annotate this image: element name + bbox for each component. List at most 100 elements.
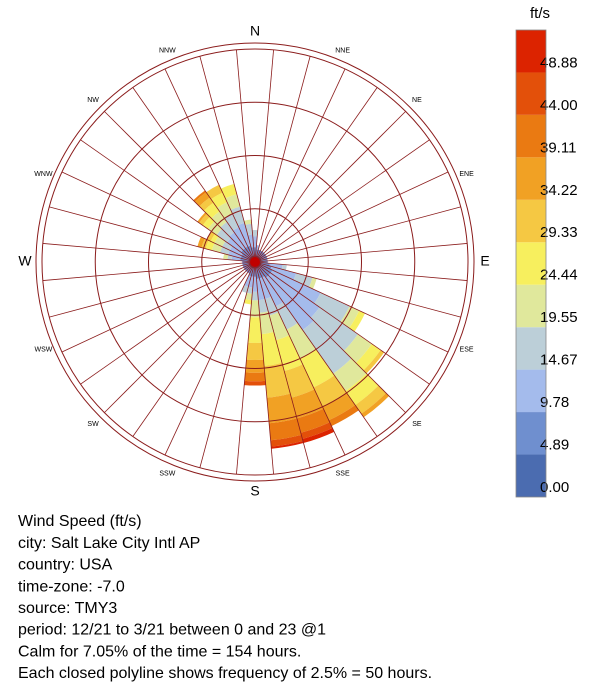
petal-segment [260, 254, 267, 260]
petal-segment [247, 234, 254, 248]
petal-segment [199, 197, 214, 211]
petal-segment [256, 278, 265, 301]
direction-label: SSW [159, 470, 175, 477]
petal-segment [245, 359, 265, 373]
note-line: Wind Speed (ft/s) [18, 513, 142, 530]
direction-label: NE [412, 97, 422, 104]
petal-segment [242, 263, 250, 268]
petal-segment [245, 223, 253, 236]
colorbar-bin [516, 412, 546, 455]
direction-label: SW [87, 421, 99, 428]
colorbar-tick-label: 29.33 [540, 224, 578, 241]
direction-label: WSW [34, 346, 52, 353]
direction-label: NNW [159, 47, 176, 54]
colorbar-bin [516, 72, 546, 115]
petal-segment [284, 364, 315, 398]
note-line: time-zone: -7.0 [18, 578, 125, 595]
petal-segment [313, 375, 347, 407]
petal-segment [275, 302, 298, 330]
wind-rose: N NNE NE ENE E ESE SE SSE S SSW SW WSW W WNW NW NNW [18, 23, 489, 499]
petal-segment [247, 245, 254, 257]
note-line: Each closed polyline shows frequency of … [18, 665, 432, 682]
petal-segment [260, 263, 272, 270]
petal-segment [264, 362, 291, 398]
petal-segment [247, 267, 253, 274]
petal-segment [241, 285, 249, 293]
petal-segment [202, 216, 215, 230]
center-dot [250, 257, 260, 267]
petal-segment [281, 264, 287, 271]
petal-segment [247, 317, 263, 343]
petal-segment [252, 236, 258, 248]
petal-segment [361, 393, 390, 418]
petal-segment [268, 272, 320, 318]
petal-segment [207, 221, 222, 236]
ring [41, 48, 469, 476]
colorbar-bin [516, 327, 546, 370]
petal-segment [259, 265, 271, 276]
direction-label: SSE [336, 470, 350, 477]
colorbar-tick-label: 39.11 [540, 139, 576, 156]
petal-segment [194, 192, 210, 207]
petal-segment [340, 306, 360, 328]
petal-segment [220, 246, 230, 255]
petal-segment [322, 392, 356, 421]
petal-segment [237, 222, 251, 247]
petal-segment [227, 237, 243, 253]
petal-segment [355, 385, 387, 414]
direction-label: ENE [459, 171, 474, 178]
petal-segment [258, 251, 265, 258]
petal-segment [310, 307, 358, 351]
colorbar-label: ft/s [530, 5, 550, 22]
direction-label: NNE [335, 47, 350, 54]
petal-segment [223, 253, 229, 260]
petal-segment [224, 213, 239, 231]
petal-segment [211, 243, 223, 253]
petal-segment [227, 254, 233, 260]
petal-segment [258, 266, 269, 278]
ring [201, 208, 309, 316]
direction-label: W [18, 253, 32, 269]
colorbar-tick-label: 34.22 [540, 182, 578, 199]
petal-segment [248, 267, 254, 277]
petal-segment [197, 236, 205, 248]
petal-segment [245, 246, 253, 257]
petal-segment [252, 230, 258, 237]
petal-segment [256, 249, 261, 257]
petal-segment [270, 434, 303, 447]
petal-segment [302, 320, 352, 374]
petal-segment [296, 408, 330, 433]
petal-segment [328, 405, 359, 427]
petal-segment [243, 219, 252, 225]
petal-segment [241, 249, 251, 259]
petal-segment [270, 266, 297, 281]
petal-segment [269, 263, 283, 270]
petal-segment [193, 190, 207, 202]
petal-segment [257, 267, 265, 278]
petal-segment [229, 232, 246, 250]
petal-segment [206, 231, 215, 242]
direction-label: WNW [34, 171, 53, 178]
petal-segment [240, 255, 250, 261]
colorbar-tick-label: 44.00 [540, 97, 578, 114]
petal-segment [250, 300, 260, 318]
petal-segment [259, 277, 272, 300]
petal-segment [269, 418, 302, 441]
petal-segment [211, 211, 227, 228]
petal-segment [345, 373, 379, 406]
petal-segment [216, 228, 231, 243]
petal-segment [333, 358, 367, 392]
petal-segment [245, 266, 252, 273]
notes: Wind Speed (ft/s) city: Salt Lake City In… [18, 513, 432, 682]
petal-segment [300, 349, 335, 388]
colorbar-frame [515, 29, 547, 498]
petal-segment [228, 250, 242, 259]
petal-segment [291, 389, 324, 419]
colorbar-bin [516, 30, 546, 73]
petal-segment [241, 253, 250, 260]
petal-segment [343, 334, 372, 363]
petal-segment [251, 291, 259, 301]
petal-segment [244, 265, 251, 272]
petal-segment [300, 422, 333, 439]
direction-label: SE [412, 421, 422, 428]
